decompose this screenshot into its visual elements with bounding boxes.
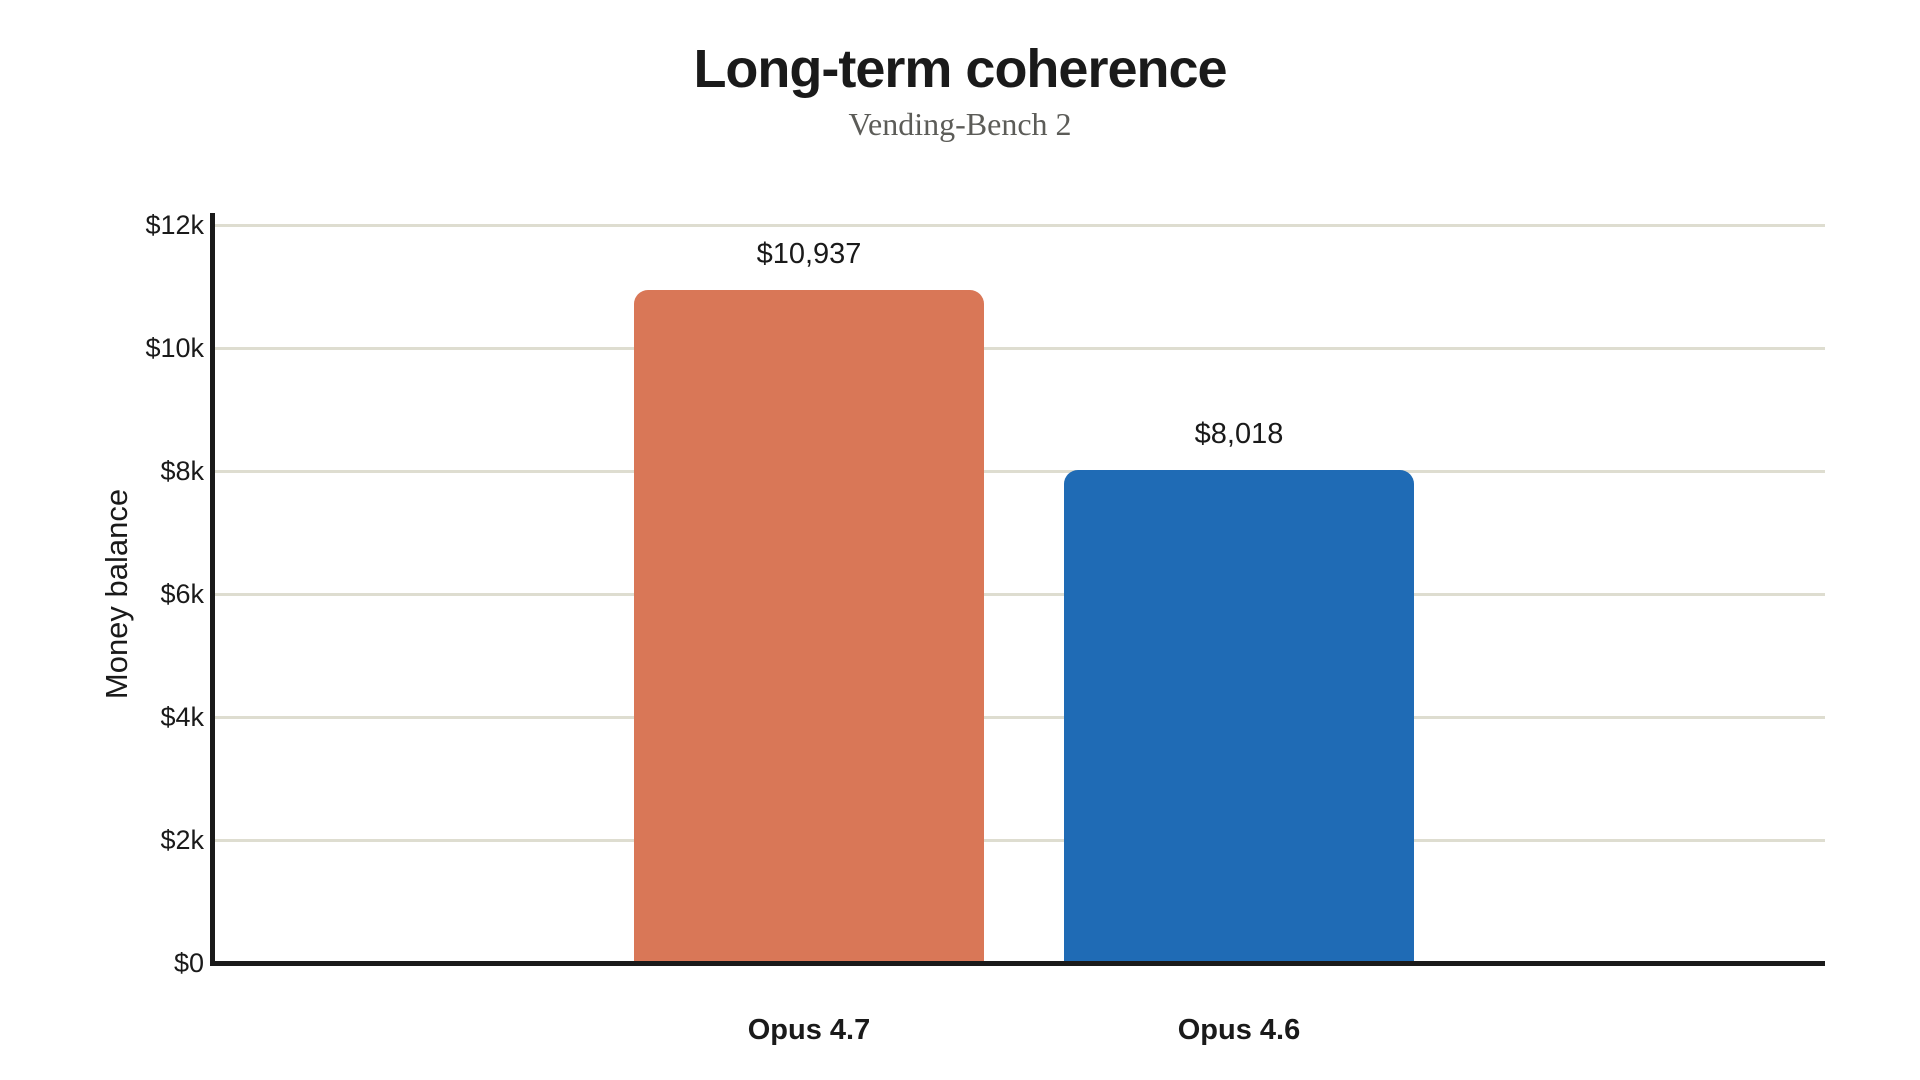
- y-tick-label: $4k: [160, 702, 204, 732]
- gridline: [212, 346, 1825, 350]
- y-tick-label: $10k: [145, 333, 204, 363]
- y-axis-line: [209, 213, 215, 963]
- y-tick-label: $0: [173, 948, 204, 978]
- chart-subtitle: Vending-Bench 2: [848, 106, 1072, 142]
- gridline: [212, 838, 1825, 842]
- bar-opus-4-7: [634, 290, 984, 963]
- x-tick-label: Opus 4.7: [747, 1014, 871, 1046]
- gridline: [212, 469, 1825, 473]
- y-tick-label: $2k: [160, 825, 204, 855]
- y-tick-label: $6k: [160, 579, 204, 609]
- bar-value-label: $8,018: [1194, 417, 1284, 450]
- chart-title: Long-term coherence: [693, 39, 1227, 99]
- x-axis-line: [209, 960, 1825, 966]
- gridline: [212, 715, 1825, 719]
- y-tick-label: $8k: [160, 456, 204, 486]
- gridline: [212, 223, 1825, 227]
- bar-opus-4-6: [1064, 469, 1414, 963]
- bar-value-label: $10,937: [756, 238, 862, 271]
- plot-area: $0 $2k $4k $6k $8k $10k $12k $10,937 $8,018 Opu…: [145, 210, 1825, 1046]
- gridline: [212, 592, 1825, 596]
- x-tick-label: Opus 4.6: [1177, 1014, 1301, 1046]
- y-tick-label: $12k: [145, 210, 204, 240]
